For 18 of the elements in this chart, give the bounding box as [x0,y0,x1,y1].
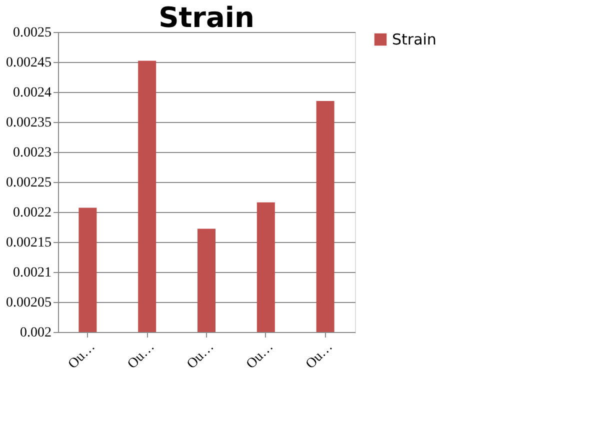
y-tick-label: 0.002 [20,326,52,340]
y-tick-label: 0.00235 [6,116,52,130]
y-tick-label: 0.0025 [13,26,52,40]
y-tick-label: 0.00245 [6,56,52,70]
y-tick-label: 0.00225 [6,176,52,190]
x-tick-label: Ou… [66,340,98,372]
y-tick-label: 0.0022 [13,206,52,220]
x-tick-label: Ou… [125,340,158,372]
y-tick-label: 0.0021 [13,266,52,280]
x-tick-label: Ou… [303,340,336,372]
y-tick-label: 0.00205 [6,296,52,310]
y-tick-label: 0.0024 [13,86,52,100]
y-tick-label: 0.0023 [13,146,52,160]
x-tick-label: Ou… [244,340,277,372]
chart-title: Strain [158,1,254,34]
y-tick-label: 0.00215 [6,236,52,250]
legend-label: Strain [392,30,436,48]
x-tick-label: Ou… [184,340,218,372]
